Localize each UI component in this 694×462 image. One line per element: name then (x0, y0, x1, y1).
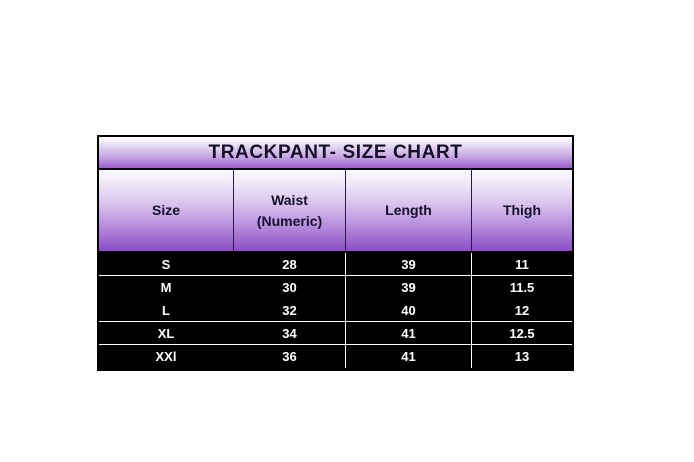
cell-length: 39 (346, 276, 472, 299)
table-row: L 32 40 12 (99, 299, 572, 322)
column-header-waist: Waist (Numeric) (234, 170, 346, 251)
cell-thigh: 12.5 (509, 325, 535, 341)
column-header-thigh: Thigh (472, 170, 572, 251)
cell-waist: 32 (234, 299, 346, 321)
cell-length: 41 (346, 322, 472, 344)
cell-size: L (162, 302, 170, 318)
column-header-size-label: Size (151, 202, 180, 219)
column-header-size: Size (99, 170, 234, 251)
cell-length: 39 (346, 253, 472, 275)
chart-title-bar: TRACKPANT- SIZE CHART (99, 137, 572, 170)
column-header-waist-line2: (Numeric) (256, 212, 323, 229)
cell-thigh: 11.5 (509, 280, 535, 295)
cell-thigh: 13 (514, 349, 530, 364)
table-body: S 28 39 11 M 30 39 11.5 L 32 40 12 XL 34… (99, 253, 572, 368)
table-row: XXl 36 41 13 (99, 345, 572, 368)
cell-waist: 34 (234, 322, 346, 344)
table-row: S 28 39 11 (99, 253, 572, 276)
cell-length: 40 (346, 299, 472, 321)
cell-thigh: 11 (515, 256, 529, 272)
table-header-row: Size Waist (Numeric) Length Thigh (99, 170, 572, 253)
cell-waist: 30 (234, 276, 346, 299)
column-header-length-label: Length (385, 202, 432, 219)
chart-title: TRACKPANT- SIZE CHART (208, 141, 463, 163)
size-chart-table: TRACKPANT- SIZE CHART Size Waist (Numeri… (97, 135, 574, 371)
table-row: M 30 39 11.5 (99, 276, 572, 299)
column-header-waist-line1: Waist (271, 192, 308, 209)
cell-size: S (161, 256, 171, 272)
table-row: XL 34 41 12.5 (99, 322, 572, 345)
column-header-thigh-label: Thigh (502, 202, 542, 219)
cell-size: M (160, 280, 172, 295)
cell-length: 41 (346, 345, 472, 368)
cell-waist: 36 (234, 345, 346, 368)
cell-size: XL (157, 325, 175, 341)
cell-size: XXl (155, 349, 177, 364)
column-header-waist-label: Waist (Numeric) (257, 190, 322, 231)
cell-waist: 28 (234, 253, 346, 275)
column-header-length: Length (346, 170, 472, 251)
cell-thigh: 12 (514, 302, 530, 318)
